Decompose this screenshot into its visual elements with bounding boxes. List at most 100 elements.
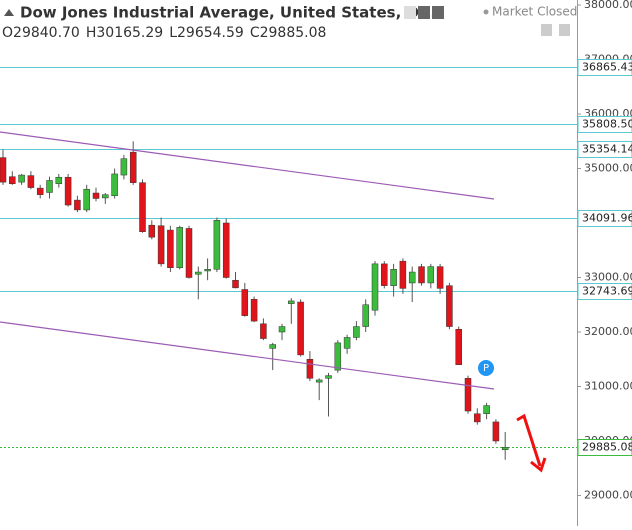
candle-body bbox=[381, 263, 388, 286]
icon[interactable] bbox=[541, 24, 552, 36]
last-price-label: 29885.08 bbox=[582, 441, 632, 454]
candle-body bbox=[474, 413, 481, 423]
price-label: 34091.96 bbox=[582, 212, 632, 225]
candle-body bbox=[18, 174, 25, 183]
price-label-box bbox=[577, 283, 632, 300]
candle-body bbox=[501, 446, 509, 450]
candle-body bbox=[483, 405, 490, 414]
price-label-box bbox=[577, 59, 632, 76]
candle-body bbox=[167, 229, 174, 268]
candle-body bbox=[250, 299, 258, 322]
y-tick-label: 38000.00 bbox=[584, 0, 632, 11]
candle-body bbox=[464, 378, 472, 412]
candle-body bbox=[455, 329, 462, 365]
candle-body bbox=[269, 344, 276, 349]
candle-body bbox=[325, 375, 332, 379]
ohlc-key: C bbox=[250, 25, 260, 41]
ohlc-value: 29654.59 bbox=[177, 25, 244, 41]
candle-body bbox=[288, 300, 295, 304]
candle-body bbox=[334, 342, 342, 371]
candle-body bbox=[195, 271, 202, 275]
candle-body bbox=[36, 187, 44, 195]
candle-body bbox=[232, 279, 239, 289]
ohlc-value: 29840.70 bbox=[13, 25, 80, 41]
candle-body bbox=[371, 263, 379, 311]
candle-body bbox=[27, 175, 35, 188]
y-tick-label: 29000.00 bbox=[584, 488, 632, 501]
last-price-box bbox=[577, 439, 632, 456]
y-tick-label: 32000.00 bbox=[584, 325, 632, 338]
marker-text: P bbox=[483, 363, 489, 374]
trend-line bbox=[0, 131, 495, 200]
axis-labels: 38000.0037000.0036000.0035000.0034000.00… bbox=[577, 0, 632, 501]
marker-badge[interactable] bbox=[478, 360, 494, 376]
candle-body bbox=[111, 173, 118, 197]
candle-body bbox=[139, 182, 146, 232]
ohlc: O 29840.70 H 30165.29 L 29654.59 C 29885.08 bbox=[2, 25, 326, 41]
candle-body bbox=[46, 180, 53, 193]
arrow-head bbox=[530, 457, 547, 473]
y-tick-label: 31000.00 bbox=[584, 379, 632, 392]
icon[interactable] bbox=[418, 6, 430, 19]
candle-body bbox=[92, 192, 100, 199]
candle-body bbox=[446, 285, 453, 327]
header-bg bbox=[0, 0, 575, 44]
candle-body bbox=[55, 176, 63, 185]
icon[interactable] bbox=[404, 6, 416, 19]
price-axis bbox=[577, 0, 632, 526]
candle-body bbox=[278, 326, 286, 333]
candle-body bbox=[0, 157, 7, 183]
ohlc-key: L bbox=[169, 25, 177, 41]
price-label-box bbox=[577, 210, 632, 227]
ohlc-value: 30165.29 bbox=[96, 25, 163, 41]
candle-body bbox=[64, 176, 72, 206]
candle-body bbox=[399, 260, 407, 289]
candle-body bbox=[222, 222, 230, 278]
candle-body bbox=[148, 224, 156, 238]
candle-body bbox=[436, 266, 444, 289]
ohlc-key: H bbox=[86, 25, 97, 41]
ohlc-key: O bbox=[2, 25, 13, 41]
candle-body bbox=[120, 158, 128, 176]
candle-body bbox=[343, 337, 351, 349]
price-label: 35354.14 bbox=[582, 143, 632, 156]
price-label: 32743.69 bbox=[582, 285, 632, 298]
candle-body bbox=[362, 304, 369, 327]
y-tick-label: 33000.00 bbox=[584, 270, 632, 283]
y-tick-label: 35000.00 bbox=[584, 162, 632, 175]
candle-body bbox=[390, 269, 397, 286]
ohlc-value: 29885.08 bbox=[260, 25, 327, 41]
status-dot bbox=[483, 9, 489, 15]
candle-body bbox=[204, 269, 211, 272]
price-label-box bbox=[577, 141, 632, 158]
candle-body bbox=[306, 358, 314, 379]
price-label-box bbox=[577, 116, 632, 133]
candle-body bbox=[185, 228, 193, 278]
price-label: 36865.43 bbox=[582, 61, 632, 74]
arrow bbox=[516, 413, 542, 467]
candle-body bbox=[427, 266, 435, 284]
candle-body bbox=[260, 323, 267, 339]
candle-body bbox=[418, 266, 425, 284]
status: Market Closed bbox=[492, 5, 577, 19]
icon[interactable] bbox=[432, 6, 444, 19]
plot-area bbox=[0, 67, 577, 460]
candle-body bbox=[297, 301, 304, 356]
candle-body bbox=[408, 271, 416, 284]
candle-body bbox=[315, 379, 323, 383]
candle-body bbox=[102, 194, 109, 199]
title: Dow Jones Industrial Average, United Sta… bbox=[20, 4, 436, 22]
candle-body bbox=[9, 176, 16, 185]
candle-body bbox=[353, 326, 360, 338]
candle-body bbox=[157, 225, 165, 265]
icon[interactable] bbox=[559, 24, 570, 36]
collapse-icon[interactable] bbox=[4, 9, 14, 16]
price-label: 35808.50 bbox=[582, 118, 632, 131]
candle-body bbox=[492, 421, 500, 442]
candle-body bbox=[213, 220, 221, 270]
candle-body bbox=[176, 227, 183, 268]
trend-line bbox=[0, 321, 495, 390]
candle-body bbox=[129, 151, 137, 183]
candle-body bbox=[241, 289, 249, 316]
